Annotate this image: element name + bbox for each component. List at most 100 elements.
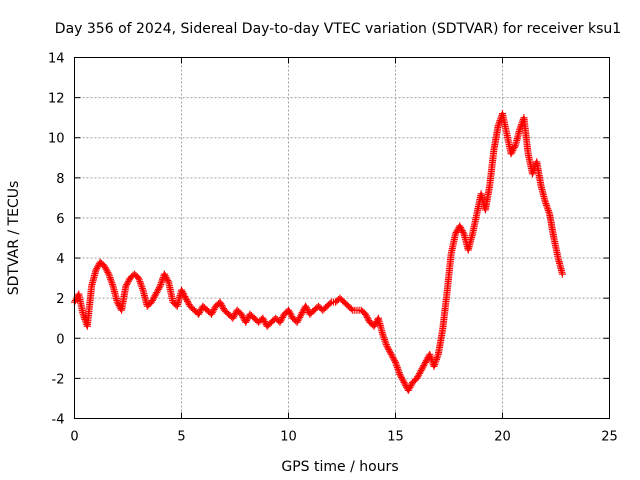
data-point <box>79 310 87 318</box>
data-point-trace <box>155 284 163 292</box>
data-point-trace <box>261 317 269 325</box>
plot-frame <box>74 57 610 419</box>
data-point-trace <box>153 289 161 297</box>
data-point-trace <box>347 305 355 313</box>
data-point-trace <box>382 341 390 349</box>
data-point <box>152 290 160 298</box>
data-point-trace <box>452 228 460 236</box>
data-point <box>516 126 524 134</box>
data-point-trace <box>123 281 131 289</box>
data-point-trace <box>382 339 390 347</box>
data-series-layer <box>71 110 566 394</box>
data-point <box>400 378 408 386</box>
data-point-trace <box>148 297 156 305</box>
data-point-trace <box>397 374 405 382</box>
data-point-trace <box>219 303 227 311</box>
data-point <box>242 318 250 326</box>
data-point <box>156 282 164 290</box>
y-tick-label: 14 <box>48 52 65 67</box>
data-point <box>494 122 502 130</box>
data-point-trace <box>388 352 396 360</box>
data-point-trace <box>364 315 372 323</box>
data-point-trace <box>107 277 115 285</box>
data-point-trace <box>391 357 399 365</box>
data-point-trace <box>162 273 170 281</box>
data-point-trace <box>184 299 192 307</box>
data-point-trace <box>218 301 226 309</box>
chart-title: Day 356 of 2024, Sidereal Day-to-day VTE… <box>55 21 621 37</box>
data-point-trace <box>183 297 191 305</box>
data-point-trace <box>394 365 402 373</box>
data-point-trace <box>243 317 251 325</box>
data-point-trace <box>363 313 371 321</box>
data-point-trace <box>107 275 115 283</box>
data-point <box>92 266 100 274</box>
data-point-trace <box>209 307 217 315</box>
data-point-trace <box>420 362 428 370</box>
data-point-trace <box>296 313 304 321</box>
data-point-trace <box>108 280 116 288</box>
data-point <box>160 270 168 278</box>
data-point-trace <box>164 277 172 285</box>
data-point-trace <box>230 313 238 321</box>
data-point-trace <box>286 309 294 317</box>
data-point-trace <box>161 272 169 280</box>
data-point-trace <box>544 205 552 213</box>
data-point <box>195 310 203 318</box>
data-point <box>178 286 185 294</box>
data-point-trace <box>395 369 403 377</box>
series-0 <box>71 110 566 394</box>
data-point-trace <box>294 317 302 325</box>
data-point-trace <box>154 287 162 295</box>
data-point-trace <box>401 380 409 388</box>
data-point-trace <box>150 293 158 301</box>
axis-tick-labels: 0 5 10 15 20 25 -4 -2 0 2 4 6 8 10 12 14 <box>48 52 618 445</box>
data-point <box>216 298 224 306</box>
data-point <box>417 366 425 374</box>
data-point-trace <box>154 285 162 293</box>
data-point-trace <box>386 349 394 357</box>
data-point-trace <box>277 317 285 325</box>
data-point-trace <box>457 224 465 232</box>
y-tick-label: 4 <box>56 252 64 267</box>
y-tick-label: 6 <box>56 212 64 227</box>
data-point <box>558 270 566 278</box>
data-point <box>237 310 245 318</box>
data-point-trace <box>508 148 516 156</box>
data-point-trace <box>415 371 423 379</box>
data-point-trace <box>151 292 159 300</box>
data-point <box>396 370 404 378</box>
y-tick-label: -2 <box>52 372 65 387</box>
y-axis-label: SDTVAR / TECUs <box>6 181 22 296</box>
data-point <box>528 170 536 178</box>
data-point-trace <box>510 143 518 151</box>
data-point <box>105 270 113 278</box>
y-tick-label: 10 <box>48 132 65 147</box>
data-point-trace <box>72 295 80 303</box>
x-tick-label: 5 <box>177 430 185 445</box>
data-point-trace <box>136 278 144 286</box>
data-point-trace <box>371 321 379 329</box>
data-point-trace <box>208 309 216 317</box>
data-point <box>362 310 370 318</box>
data-point-trace <box>414 373 422 381</box>
data-point-trace <box>407 382 415 390</box>
data-point-trace <box>421 360 429 368</box>
data-point-trace <box>397 372 405 380</box>
data-point-trace <box>398 375 406 383</box>
y-tick-label: 12 <box>48 92 65 107</box>
y-tick-label: -4 <box>52 413 65 428</box>
data-point <box>207 310 215 318</box>
data-point-trace <box>406 383 414 391</box>
data-point <box>100 262 108 270</box>
data-point-trace <box>183 296 191 304</box>
data-point-trace <box>380 335 388 343</box>
data-point-trace <box>379 332 387 340</box>
data-point-trace <box>542 200 550 208</box>
data-point-trace <box>180 291 188 299</box>
data-point-trace <box>416 368 424 376</box>
data-point-trace <box>157 279 165 287</box>
data-point <box>387 350 395 358</box>
data-point <box>302 302 310 310</box>
data-point-trace <box>399 377 407 385</box>
